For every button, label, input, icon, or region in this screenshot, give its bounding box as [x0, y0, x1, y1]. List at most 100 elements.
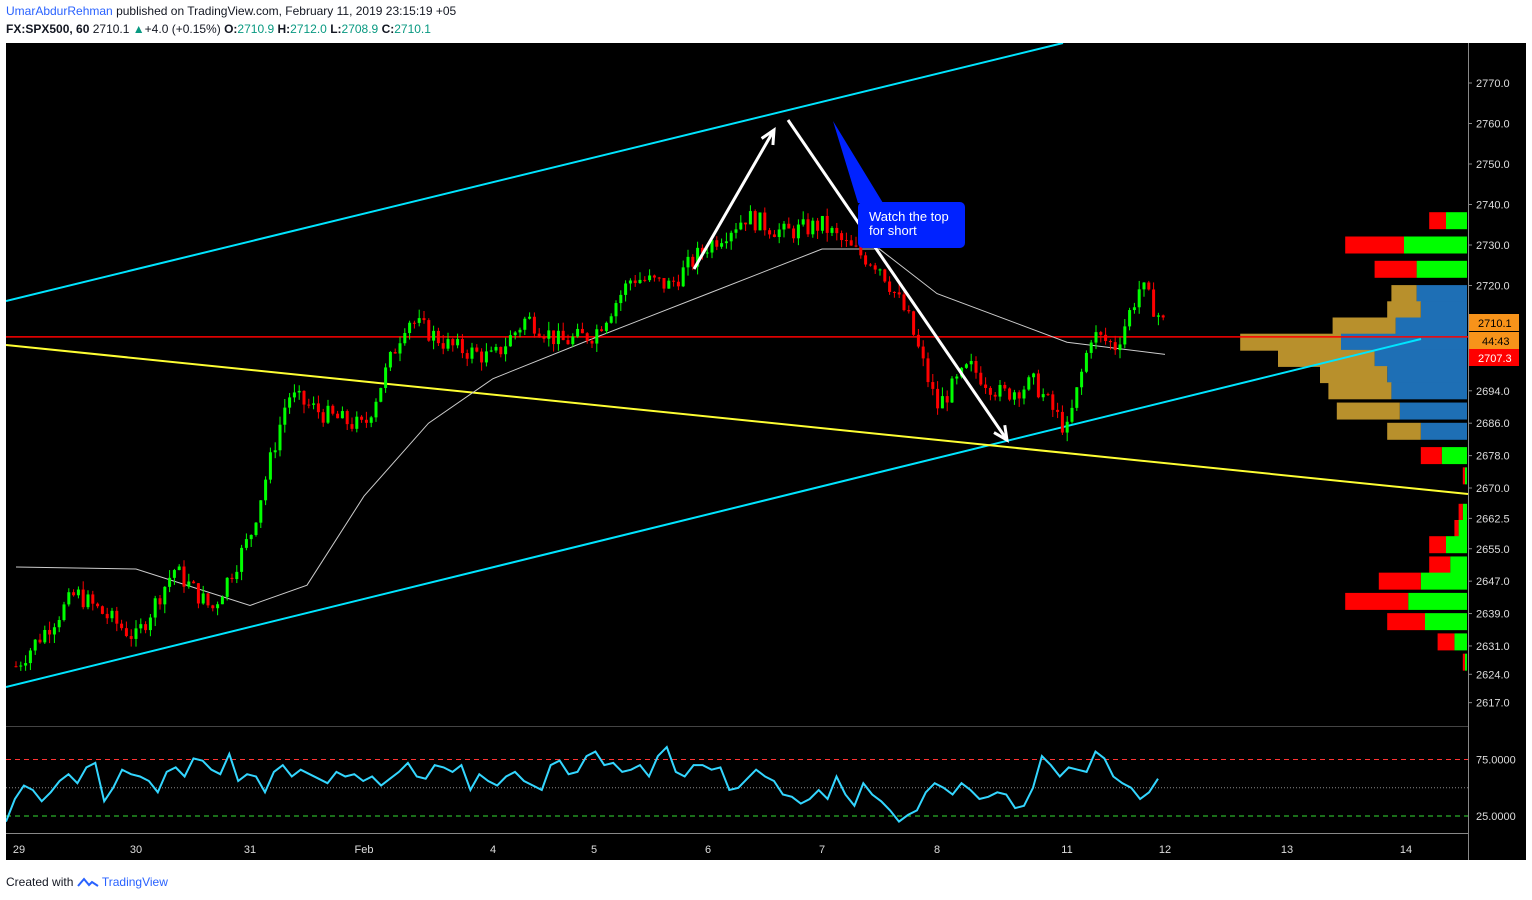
candle-body	[1032, 373, 1036, 378]
change-arrow-icon: ▲	[132, 22, 145, 36]
candle-body	[345, 411, 349, 425]
price-chart[interactable]: Watch the top for short 2770.0 2760.0 2750…	[5, 42, 1526, 860]
candle-body	[350, 424, 354, 429]
candle-body	[192, 581, 196, 584]
candle-body	[945, 396, 949, 403]
change-value: +4.0 (+0.15%)	[144, 22, 221, 36]
open-value: 2710.9	[237, 22, 275, 36]
candle-body	[67, 592, 71, 605]
candle-body	[1065, 421, 1069, 433]
candle-body	[753, 211, 757, 231]
candle-body	[667, 280, 671, 289]
candle-body	[998, 384, 1002, 397]
candle-body	[816, 220, 820, 231]
candle-body	[1008, 388, 1012, 400]
volume-profile-buy	[1446, 536, 1467, 554]
footer-brand[interactable]: TradingView	[101, 875, 168, 889]
candle-body	[916, 334, 920, 347]
candle-body	[854, 245, 858, 247]
volume-profile-sell	[1462, 653, 1465, 671]
volume-profile-buy	[1408, 592, 1467, 610]
candle-body	[969, 360, 973, 365]
price-tick-label: 2694.0	[1476, 386, 1510, 398]
candle-body	[734, 229, 738, 233]
candle-body	[129, 636, 133, 639]
candle-body	[355, 416, 359, 429]
candle-body	[600, 329, 604, 332]
volume-profile-sell	[1336, 402, 1400, 420]
candle-body	[902, 294, 906, 311]
candle-body	[571, 336, 575, 345]
high-label: H:	[277, 22, 291, 36]
candle-body	[624, 283, 628, 295]
volume-profile-sell	[1332, 317, 1396, 335]
callout-line-1: Watch the top	[869, 209, 949, 224]
candle-body	[57, 620, 61, 628]
chart-frame[interactable]: Watch the top for short 2770.0 2760.0 2750…	[5, 42, 1526, 860]
author-link[interactable]: UmarAbdurRehman	[6, 4, 113, 18]
candle-body	[595, 329, 599, 344]
candle-body	[964, 364, 968, 368]
candle-body	[1099, 332, 1103, 335]
candle-body	[619, 294, 623, 304]
candle-body	[686, 256, 690, 268]
volume-profile-sell	[1458, 503, 1463, 521]
candle-body	[1017, 392, 1021, 399]
candle-body	[806, 219, 810, 235]
close-value: 2710.1	[394, 22, 431, 36]
candle-body	[1142, 282, 1146, 290]
candle-body	[321, 412, 325, 423]
candle-body	[273, 450, 277, 453]
price-tick-label: 2639.0	[1476, 609, 1510, 621]
candle-body	[297, 390, 301, 393]
price-tick-label: 2686.0	[1476, 418, 1510, 430]
candle-body	[864, 255, 868, 265]
candle-body	[499, 346, 503, 355]
candle-body	[76, 589, 80, 596]
candle-body	[72, 592, 76, 596]
volume-profile-sell	[1320, 366, 1388, 384]
candle-body	[220, 596, 224, 605]
volume-profile-buy	[1441, 447, 1467, 465]
volume-profile-buy	[1450, 556, 1467, 574]
moving-average-line	[15, 248, 1166, 606]
candle-body	[782, 223, 786, 230]
candle-body	[1051, 394, 1055, 410]
volume-profile-sell	[1328, 382, 1392, 400]
candle-body	[1094, 332, 1098, 343]
low-label: L:	[330, 22, 342, 36]
candle-body	[201, 593, 205, 604]
candle-body	[340, 411, 344, 419]
footer: Created with TradingView	[6, 875, 168, 889]
candle-body	[523, 318, 527, 330]
candles	[14, 205, 1165, 671]
candle-body	[124, 628, 128, 637]
annotation-callout[interactable]: Watch the top for short	[833, 121, 965, 248]
candle-body	[33, 639, 37, 651]
time-axis-labels: 29 30 31 Feb 4 5 6 7 8 11 12 13 14	[13, 844, 1412, 856]
down-arrow	[786, 119, 1009, 441]
candle-body	[91, 594, 95, 604]
volume-profile-sell	[1429, 556, 1451, 574]
drawn-arrows	[692, 119, 1009, 443]
candle-body	[974, 360, 978, 373]
candle-body	[537, 333, 541, 337]
candle-body	[609, 316, 613, 323]
volume-profile-sell	[1454, 520, 1459, 537]
candle-body	[292, 392, 296, 398]
candle-body	[1137, 289, 1141, 308]
time-tick-label: 6	[705, 844, 711, 856]
candle-body	[796, 224, 800, 239]
rsi-pane	[6, 726, 1468, 833]
candle-body	[62, 604, 66, 621]
volume-profile-sell	[1345, 236, 1404, 254]
candle-body	[249, 534, 253, 540]
candle-body	[312, 403, 316, 405]
candle-body	[456, 339, 460, 346]
candle-body	[460, 339, 464, 354]
candle-body	[283, 407, 287, 425]
candle-body	[504, 346, 508, 355]
candle-body	[19, 665, 23, 667]
volume-profile-buy	[1399, 402, 1467, 420]
candle-body	[1108, 340, 1112, 343]
